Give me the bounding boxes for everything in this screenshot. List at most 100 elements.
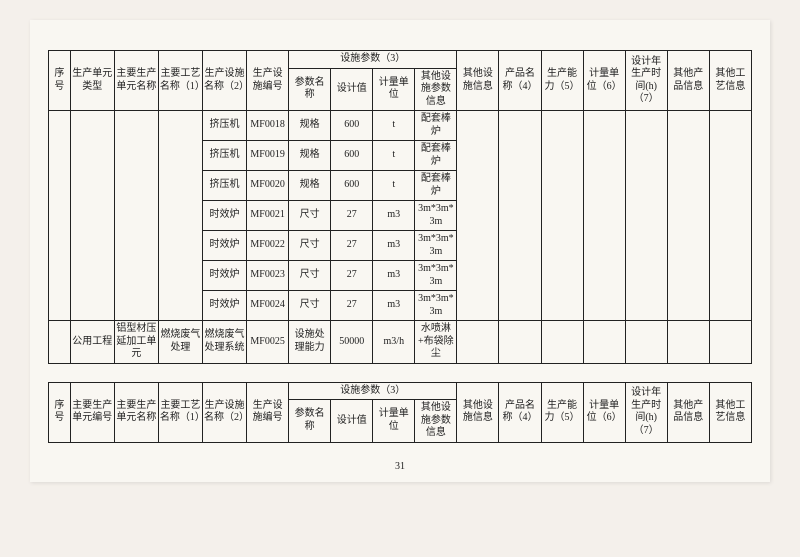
hdr-design-val: 设计值 [331,68,373,111]
hdr2-cap-unit: 计量单位（6） [583,382,625,442]
hdr-unit-name: 主要生产单元名称 [114,51,158,111]
hdr-seq: 序号 [49,51,71,111]
merged-process-name [158,111,202,321]
cell-c8: t [373,171,415,201]
cell-c8: t [373,141,415,171]
last-cell-3: 燃烧废气处理 [158,321,202,364]
hdr2-other-product: 其他产品信息 [667,382,709,442]
cell-c4: 时效炉 [202,291,246,321]
cell-c7: 27 [331,231,373,261]
cell-c6: 尺寸 [289,291,331,321]
last-cell-5: MF0025 [247,321,289,364]
table2-header: 序号 主要生产单元编号 主要生产单元名称 主要工艺名称（1） 生产设施名称（2）… [49,382,752,442]
cell-c6: 尺寸 [289,201,331,231]
cell-c8: m3 [373,291,415,321]
hdr-facility-name: 生产设施名称（2） [202,51,246,111]
lower-table: 序号 主要生产单元编号 主要生产单元名称 主要工艺名称（1） 生产设施名称（2）… [48,382,752,443]
cell-c5: MF0023 [247,261,289,291]
cell-c5: MF0018 [247,111,289,141]
merged-unit-type [70,111,114,321]
merged-tail-0 [457,111,499,321]
cell-c9: 3m*3m*3m [415,291,457,321]
cell-c7: 27 [331,201,373,231]
hdr2-unit-meas: 计量单位 [373,400,415,443]
hdr-product-name: 产品名称（4） [499,51,541,111]
cell-c7: 600 [331,111,373,141]
cell-c8: m3 [373,201,415,231]
hdr2-design-val: 设计值 [331,400,373,443]
hdr2-annual-hours: 设计年生产时间(h)（7） [625,382,667,442]
last-cell-0 [49,321,71,364]
hdr2-facility-no: 生产设施编号 [247,382,289,442]
hdr-cap-unit: 计量单位（6） [583,51,625,111]
hdr2-param-group: 设施参数（3） [289,382,457,400]
last-cell-6: 设施处理能力 [289,321,331,364]
cell-c7: 600 [331,171,373,201]
hdr2-param-name: 参数名称 [289,400,331,443]
upper-table: 序号 生产单元类型 主要生产单元名称 主要工艺名称（1） 生产设施名称（2） 生… [48,50,752,364]
table-row: 挤压机MF0018规格600t配套棒炉 [49,111,752,141]
cell-c7: 27 [331,291,373,321]
hdr-annual-hours: 设计年生产时间(h)（7） [625,51,667,111]
cell-c4: 挤压机 [202,171,246,201]
last-cell-9: 水喷淋+布袋除尘 [415,321,457,364]
hdr2-other-facility: 其他设施信息 [457,382,499,442]
last-cell-4: 燃烧废气处理系统 [202,321,246,364]
merged-tail-3 [583,111,625,321]
hdr2-facility-name: 生产设施名称（2） [202,382,246,442]
merged-tail-6 [709,111,751,321]
cell-c4: 时效炉 [202,231,246,261]
last-cell-16 [709,321,751,364]
cell-c4: 挤压机 [202,141,246,171]
cell-c5: MF0019 [247,141,289,171]
cell-c4: 时效炉 [202,261,246,291]
last-cell-13 [583,321,625,364]
hdr-capacity: 生产能力（5） [541,51,583,111]
cell-c7: 600 [331,141,373,171]
page: 序号 生产单元类型 主要生产单元名称 主要工艺名称（1） 生产设施名称（2） 生… [30,20,770,482]
cell-c5: MF0024 [247,291,289,321]
cell-c9: 配套棒炉 [415,171,457,201]
merged-tail-4 [625,111,667,321]
merged-seq [49,111,71,321]
last-cell-15 [667,321,709,364]
cell-c6: 规格 [289,141,331,171]
table-row-last: 公用工程铝型材压延加工单元燃烧废气处理燃烧废气处理系统MF0025设施处理能力5… [49,321,752,364]
hdr-other-facility: 其他设施信息 [457,51,499,111]
merged-unit-name [114,111,158,321]
hdr2-other-param: 其他设施参数信息 [415,400,457,443]
merged-tail-1 [499,111,541,321]
hdr-unit-meas: 计量单位 [373,68,415,111]
cell-c6: 规格 [289,171,331,201]
table-header: 序号 生产单元类型 主要生产单元名称 主要工艺名称（1） 生产设施名称（2） 生… [49,51,752,111]
hdr2-capacity: 生产能力（5） [541,382,583,442]
hdr-other-product: 其他产品信息 [667,51,709,111]
hdr-other-param: 其他设施参数信息 [415,68,457,111]
cell-c6: 尺寸 [289,231,331,261]
cell-c7: 27 [331,261,373,291]
last-cell-10 [457,321,499,364]
cell-c9: 3m*3m*3m [415,231,457,261]
hdr-unit-type: 生产单元类型 [70,51,114,111]
hdr2-product-name: 产品名称（4） [499,382,541,442]
last-cell-2: 铝型材压延加工单元 [114,321,158,364]
cell-c9: 3m*3m*3m [415,201,457,231]
cell-c9: 配套棒炉 [415,111,457,141]
last-cell-12 [541,321,583,364]
last-cell-7: 50000 [331,321,373,364]
cell-c4: 挤压机 [202,111,246,141]
hdr-param-group: 设施参数（3） [289,51,457,69]
cell-c6: 规格 [289,111,331,141]
cell-c4: 时效炉 [202,201,246,231]
page-number: 31 [48,461,752,472]
merged-tail-5 [667,111,709,321]
hdr2-process-name: 主要工艺名称（1） [158,382,202,442]
cell-c5: MF0021 [247,201,289,231]
hdr-other-process: 其他工艺信息 [709,51,751,111]
cell-c8: m3 [373,261,415,291]
hdr2-unit-no: 主要生产单元编号 [70,382,114,442]
cell-c9: 配套棒炉 [415,141,457,171]
cell-c9: 3m*3m*3m [415,261,457,291]
hdr-param-name: 参数名称 [289,68,331,111]
merged-tail-2 [541,111,583,321]
